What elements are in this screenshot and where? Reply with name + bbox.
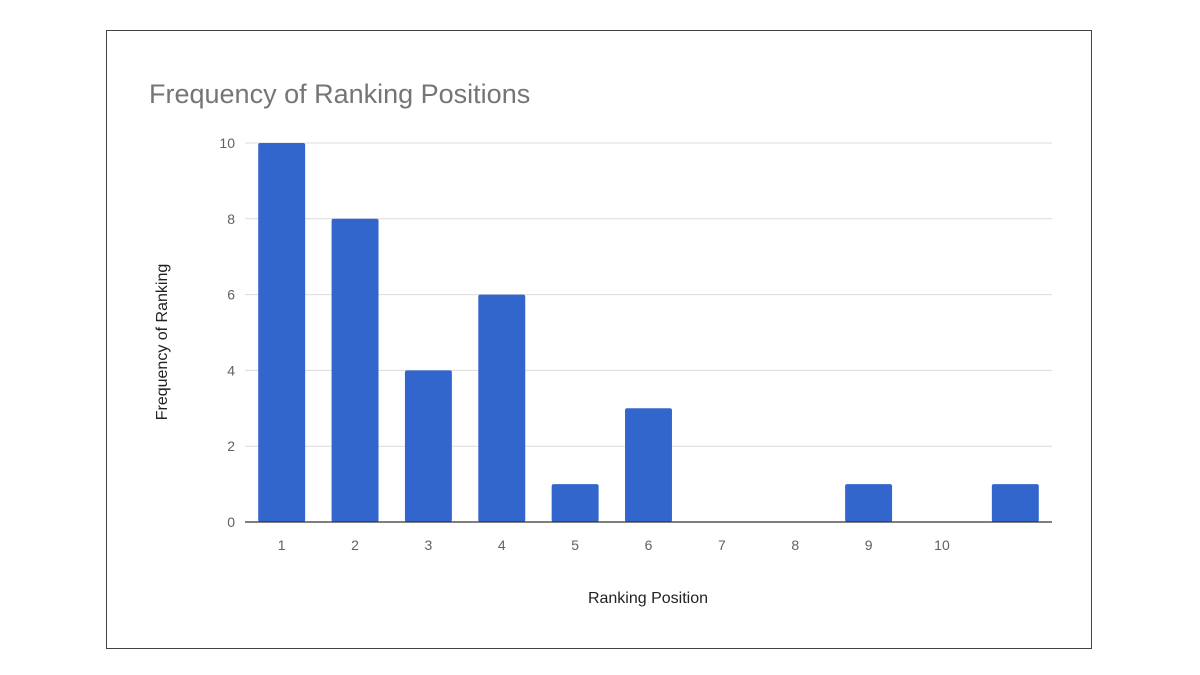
x-axis-label: Ranking Position bbox=[588, 590, 708, 607]
y-tick-label: 2 bbox=[227, 438, 235, 454]
y-tick-label: 6 bbox=[227, 287, 235, 303]
gridlines bbox=[245, 142, 1052, 447]
x-tick-label: 6 bbox=[645, 537, 653, 553]
x-tick-label: 8 bbox=[791, 537, 799, 553]
y-axis-label: Frequency of Ranking bbox=[154, 264, 171, 421]
x-axis-ticks: 1 2 3 4 5 6 7 8 9 10 bbox=[278, 537, 950, 553]
chart-title: Frequency of Ranking Positions bbox=[149, 79, 530, 109]
bar bbox=[991, 484, 1039, 522]
x-tick-label: 2 bbox=[351, 537, 359, 553]
bar bbox=[404, 370, 452, 522]
bars bbox=[258, 143, 1039, 523]
x-tick-label: 1 bbox=[278, 537, 286, 553]
bar bbox=[258, 143, 306, 522]
y-tick-label: 0 bbox=[227, 514, 235, 530]
bar bbox=[625, 408, 672, 522]
x-tick-label: 4 bbox=[498, 537, 506, 553]
y-tick-label: 4 bbox=[227, 362, 235, 378]
bar bbox=[551, 484, 599, 522]
y-tick-label: 8 bbox=[227, 211, 235, 227]
x-tick-label: 7 bbox=[718, 537, 726, 553]
bar bbox=[331, 218, 379, 523]
y-tick-label: 10 bbox=[219, 135, 235, 151]
x-tick-label: 3 bbox=[425, 537, 433, 553]
bar bbox=[478, 294, 526, 522]
bar bbox=[845, 484, 893, 522]
x-tick-label: 10 bbox=[934, 537, 950, 553]
y-axis-ticks: 0 2 4 6 8 10 bbox=[219, 135, 235, 530]
x-tick-label: 5 bbox=[571, 537, 579, 553]
x-tick-label: 9 bbox=[865, 537, 873, 553]
